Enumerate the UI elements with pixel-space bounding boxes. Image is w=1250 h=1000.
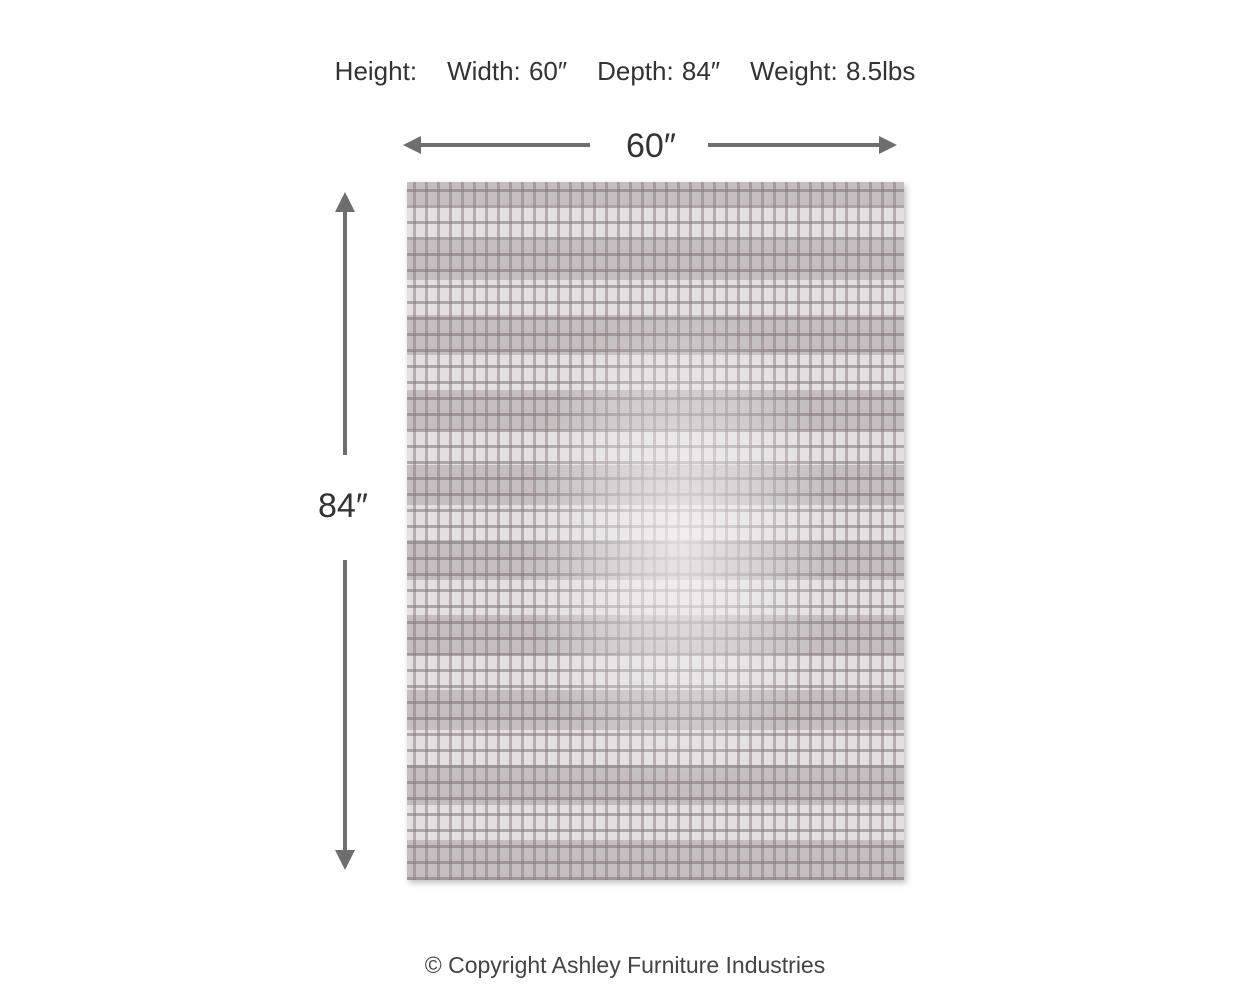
arrow-head <box>403 136 421 154</box>
height-arrow <box>335 192 355 870</box>
height-spec: Height: <box>334 56 418 86</box>
width-arrow <box>403 136 897 154</box>
width-label: 60″ <box>626 127 676 165</box>
copyright: © Copyright Ashley Furniture Industries <box>424 952 826 978</box>
spec-line: Height: Width: 60″ Depth: 84″ Weight: 8.5lb… <box>0 56 1250 87</box>
height-label: 84″ <box>318 487 368 525</box>
arrow-head <box>335 192 355 212</box>
width-spec: Width: 60″ <box>447 56 568 86</box>
rug-image <box>407 182 904 880</box>
arrow-head <box>879 136 897 154</box>
arrow-head <box>335 850 355 870</box>
depth-spec: Depth: 84″ <box>597 56 721 86</box>
weight-spec: Weight: 8.5lbs <box>750 56 916 86</box>
